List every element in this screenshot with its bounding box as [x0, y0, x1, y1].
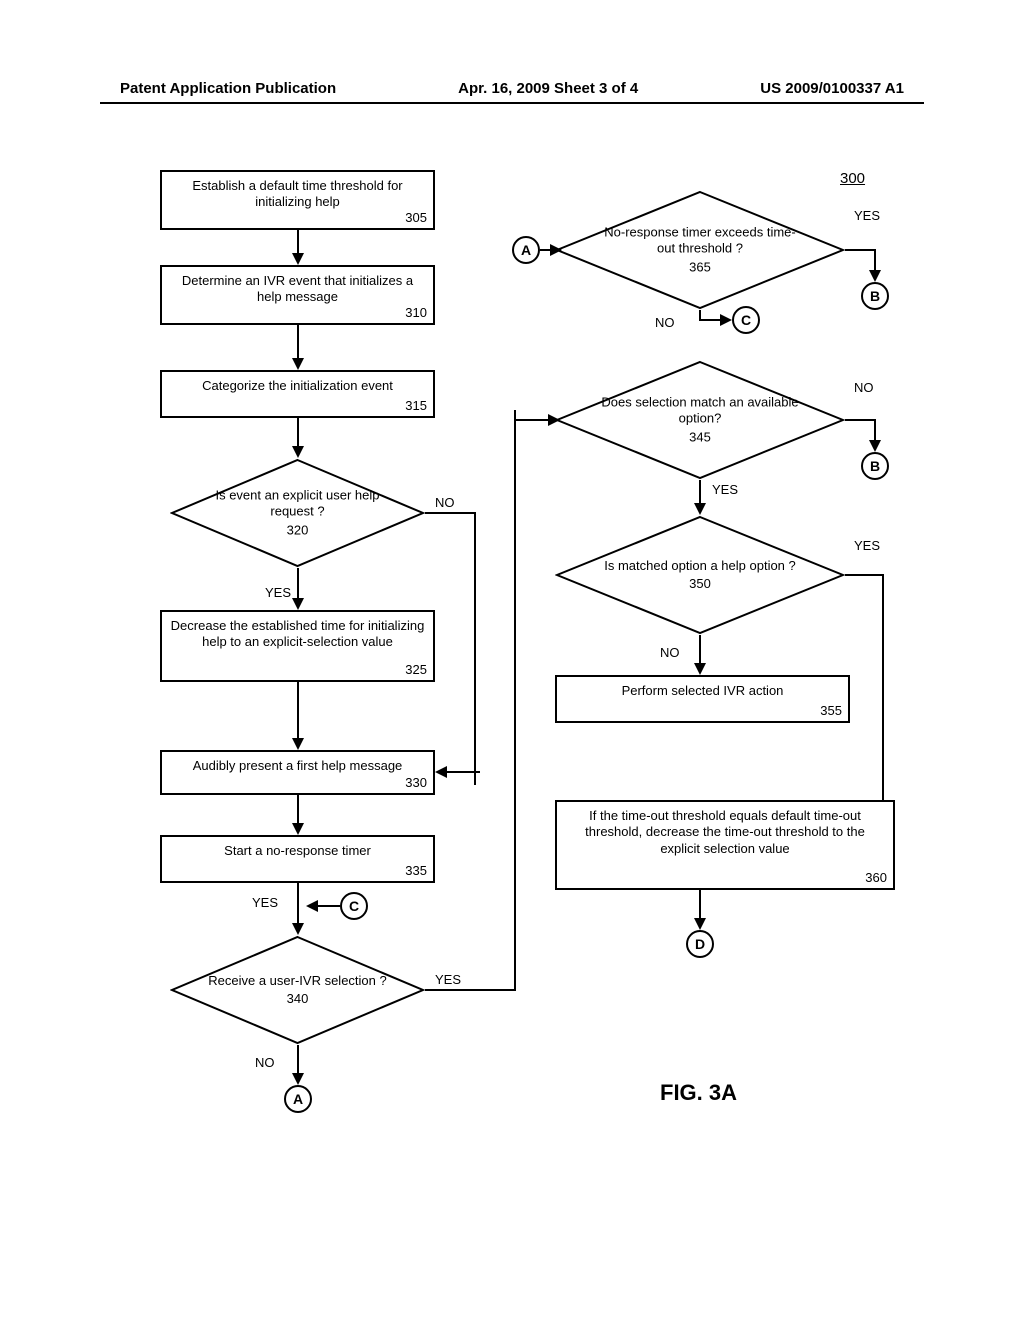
decision-345-num: 345 [599, 429, 802, 445]
arrow-335-340 [290, 883, 306, 935]
box-315: Categorize the initialization event 315 [160, 370, 435, 418]
header-right: US 2009/0100337 A1 [760, 80, 904, 97]
box-310-num: 310 [405, 305, 427, 321]
box-330-num: 330 [405, 775, 427, 791]
box-310-text: Determine an IVR event that initializes … [182, 273, 413, 304]
box-330: Audibly present a first help message 330 [160, 750, 435, 795]
header-rule [100, 102, 924, 104]
box-325-num: 325 [405, 662, 427, 678]
arrow-340-a [290, 1045, 306, 1085]
connector-b-345: B [861, 452, 889, 480]
decision-340-text: Receive a user-IVR selection ? [208, 973, 386, 988]
decision-320-text: Is event an explicit user help request ? [215, 488, 379, 519]
box-360: If the time-out threshold equals default… [555, 800, 895, 890]
edge-350-yes: YES [854, 538, 880, 553]
decision-345-text: Does selection match an available option… [601, 395, 798, 426]
box-335: Start a no-response timer 335 [160, 835, 435, 883]
arrow-into-345 [515, 412, 560, 428]
decision-340-num: 340 [208, 991, 387, 1007]
box-305: Establish a default time threshold for i… [160, 170, 435, 230]
connector-a-out: A [284, 1085, 312, 1113]
connector-c-365: C [732, 306, 760, 334]
decision-365: No-response timer exceeds time-out thres… [555, 190, 845, 310]
arrow-c-in [306, 898, 340, 914]
box-305-num: 305 [405, 210, 427, 226]
arrow-330-335 [290, 795, 306, 835]
box-355-text: Perform selected IVR action [622, 683, 784, 698]
edge-320-yes: YES [265, 585, 291, 600]
edge-345-yes: YES [712, 482, 738, 497]
arrow-345-b [845, 412, 885, 452]
decision-350-text: Is matched option a help option ? [604, 558, 796, 573]
edge-365-yes: YES [854, 208, 880, 223]
decision-365-text: No-response timer exceeds time-out thres… [604, 225, 795, 256]
edge-350-no: NO [660, 645, 680, 660]
box-335-num: 335 [405, 863, 427, 879]
arrow-360-d [692, 890, 708, 930]
box-315-num: 315 [405, 398, 427, 414]
box-330-text: Audibly present a first help message [193, 758, 403, 773]
flowchart: 300 Establish a default time threshold f… [100, 160, 924, 1260]
decision-345: Does selection match an available option… [555, 360, 845, 480]
connector-d: D [686, 930, 714, 958]
box-310: Determine an IVR event that initializes … [160, 265, 435, 325]
box-360-text: If the time-out threshold equals default… [585, 808, 865, 856]
arrow-365-b [845, 242, 885, 282]
figure-label: FIG. 3A [660, 1080, 737, 1106]
box-355-num: 355 [820, 703, 842, 719]
edge-c-yes: YES [252, 895, 278, 910]
edge-340-no: NO [255, 1055, 275, 1070]
connector-b-365: B [861, 282, 889, 310]
decision-340: Receive a user-IVR selection ? 340 [170, 935, 425, 1045]
box-325-text: Decrease the established time for initia… [171, 618, 425, 649]
box-315-text: Categorize the initialization event [202, 378, 393, 393]
box-325: Decrease the established time for initia… [160, 610, 435, 682]
decision-350: Is matched option a help option ? 350 [555, 515, 845, 635]
header-left: Patent Application Publication [120, 80, 336, 97]
arrow-325-330 [290, 682, 306, 750]
edge-320-no: NO [435, 495, 455, 510]
box-355: Perform selected IVR action 355 [555, 675, 850, 723]
page-header: Patent Application Publication Apr. 16, … [0, 80, 1024, 97]
edge-365-no: NO [655, 315, 675, 330]
arrow-365-c [692, 310, 732, 330]
decision-365-num: 365 [599, 259, 802, 275]
arrow-315-320 [290, 418, 306, 458]
connector-c-in: C [340, 892, 368, 920]
header-center: Apr. 16, 2009 Sheet 3 of 4 [458, 80, 638, 97]
edge-345-no: NO [854, 380, 874, 395]
arrow-345-350 [692, 480, 708, 515]
arrow-305-310 [290, 230, 306, 265]
edge-340-yes: YES [435, 972, 461, 987]
arrow-350-355 [692, 635, 708, 675]
box-335-text: Start a no-response timer [224, 843, 371, 858]
box-360-num: 360 [865, 870, 887, 886]
figure-ref: 300 [840, 170, 865, 187]
decision-320-num: 320 [208, 522, 387, 538]
decision-320: Is event an explicit user help request ?… [170, 458, 425, 568]
arrow-350-yes-360 [845, 567, 895, 827]
arrow-no-into-330 [435, 764, 480, 780]
box-305-text: Establish a default time threshold for i… [192, 178, 402, 209]
connector-a-in: A [512, 236, 540, 264]
arrow-310-315 [290, 325, 306, 370]
decision-350-num: 350 [599, 576, 802, 592]
arrow-320-325 [290, 568, 306, 610]
